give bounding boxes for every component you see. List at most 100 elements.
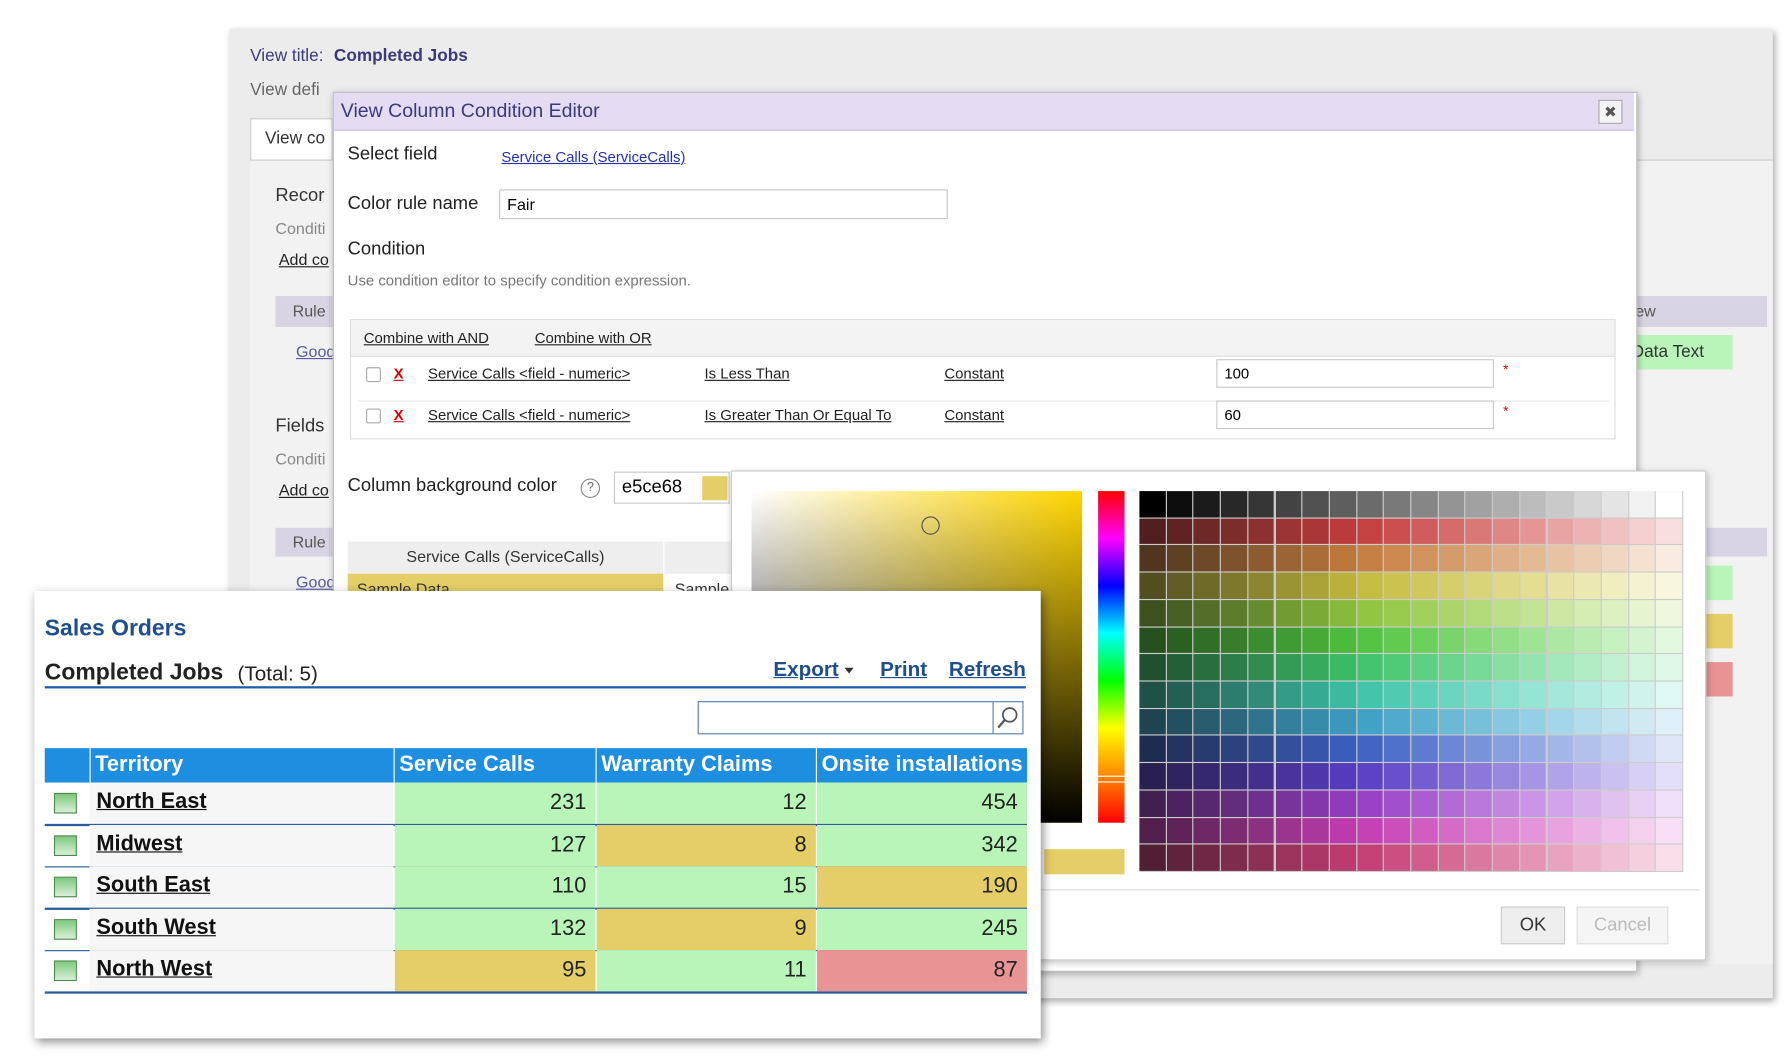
swatch[interactable] xyxy=(1547,735,1574,763)
swatch[interactable] xyxy=(1520,681,1547,708)
swatch[interactable] xyxy=(1384,599,1411,626)
swatch[interactable] xyxy=(1574,708,1601,735)
swatch[interactable] xyxy=(1302,817,1329,844)
swatch[interactable] xyxy=(1574,518,1601,545)
swatch[interactable] xyxy=(1275,735,1302,763)
swatch[interactable] xyxy=(1547,599,1574,626)
swatch[interactable] xyxy=(1302,681,1329,708)
swatch[interactable] xyxy=(1656,681,1683,708)
swatch[interactable] xyxy=(1438,599,1465,626)
swatch[interactable] xyxy=(1166,763,1193,790)
swatch[interactable] xyxy=(1656,817,1683,844)
swatch[interactable] xyxy=(1628,790,1655,817)
swatch[interactable] xyxy=(1520,735,1547,763)
swatch[interactable] xyxy=(1492,572,1519,599)
swatch[interactable] xyxy=(1547,491,1574,518)
swatch[interactable] xyxy=(1193,763,1220,790)
swatch[interactable] xyxy=(1656,763,1683,790)
swatch[interactable] xyxy=(1193,572,1220,599)
search-button[interactable] xyxy=(993,701,1024,735)
swatch[interactable] xyxy=(1628,545,1655,572)
swatch[interactable] xyxy=(1275,817,1302,844)
swatch[interactable] xyxy=(1302,708,1329,735)
swatch[interactable] xyxy=(1193,681,1220,708)
swatch[interactable] xyxy=(1275,572,1302,599)
swatch[interactable] xyxy=(1220,681,1248,708)
swatch[interactable] xyxy=(1656,518,1683,545)
swatch[interactable] xyxy=(1547,572,1574,599)
swatch[interactable] xyxy=(1547,518,1574,545)
swatch[interactable] xyxy=(1220,763,1248,790)
swatch[interactable] xyxy=(1465,763,1492,790)
swatch[interactable] xyxy=(1193,790,1220,817)
swatch[interactable] xyxy=(1139,491,1166,518)
swatch[interactable] xyxy=(1601,599,1628,626)
swatch[interactable] xyxy=(1465,817,1492,844)
swatch[interactable] xyxy=(1601,735,1628,763)
swatch[interactable] xyxy=(1329,599,1356,626)
swatch[interactable] xyxy=(1356,681,1383,708)
swatch[interactable] xyxy=(1411,708,1438,735)
swatch[interactable] xyxy=(1329,654,1356,681)
swatch[interactable] xyxy=(1302,518,1329,545)
swatch[interactable] xyxy=(1193,817,1220,844)
swatch[interactable] xyxy=(1574,491,1601,518)
swatch[interactable] xyxy=(1139,572,1166,599)
swatch[interactable] xyxy=(1520,491,1547,518)
value-input[interactable]: 100 xyxy=(1216,359,1494,388)
swatch[interactable] xyxy=(1356,844,1383,871)
swatch[interactable] xyxy=(1220,790,1248,817)
swatch[interactable] xyxy=(1220,654,1248,681)
swatch[interactable] xyxy=(1574,790,1601,817)
swatch[interactable] xyxy=(1275,599,1302,626)
swatch[interactable] xyxy=(1492,545,1519,572)
swatch[interactable] xyxy=(1438,708,1465,735)
swatch[interactable] xyxy=(1220,545,1248,572)
swatch[interactable] xyxy=(1601,572,1628,599)
swatch[interactable] xyxy=(1574,844,1601,871)
swatch[interactable] xyxy=(1574,681,1601,708)
swatch[interactable] xyxy=(1601,790,1628,817)
swatch[interactable] xyxy=(1438,627,1465,654)
swatch[interactable] xyxy=(1166,844,1193,871)
swatch[interactable] xyxy=(1656,654,1683,681)
swatch[interactable] xyxy=(1520,599,1547,626)
swatch[interactable] xyxy=(1628,763,1655,790)
swatch[interactable] xyxy=(1166,735,1193,763)
swatch[interactable] xyxy=(1384,817,1411,844)
swatch[interactable] xyxy=(1411,572,1438,599)
swatch[interactable] xyxy=(1656,599,1683,626)
swatch[interactable] xyxy=(1520,518,1547,545)
swatch[interactable] xyxy=(1601,763,1628,790)
operand-type-link[interactable]: Constant xyxy=(944,406,1005,424)
swatch[interactable] xyxy=(1438,491,1465,518)
swatch[interactable] xyxy=(1438,844,1465,871)
swatch[interactable] xyxy=(1628,817,1655,844)
swatch[interactable] xyxy=(1574,817,1601,844)
swatch[interactable] xyxy=(1220,491,1248,518)
swatch[interactable] xyxy=(1465,654,1492,681)
swatch[interactable] xyxy=(1492,735,1519,763)
add-link[interactable]: Add co xyxy=(278,480,329,500)
swatch[interactable] xyxy=(1356,572,1383,599)
swatch[interactable] xyxy=(1275,790,1302,817)
swatch[interactable] xyxy=(1628,491,1655,518)
swatch[interactable] xyxy=(1193,599,1220,626)
swatch[interactable] xyxy=(1248,518,1275,545)
swatch[interactable] xyxy=(1139,681,1166,708)
swatch[interactable] xyxy=(1329,735,1356,763)
swatch[interactable] xyxy=(1492,790,1519,817)
swatch[interactable] xyxy=(1193,627,1220,654)
operand-type-link[interactable]: Constant xyxy=(944,364,1005,383)
swatch[interactable] xyxy=(1656,790,1683,817)
swatch[interactable] xyxy=(1492,763,1519,790)
swatch[interactable] xyxy=(1193,654,1220,681)
swatch[interactable] xyxy=(1275,763,1302,790)
swatch[interactable] xyxy=(1465,545,1492,572)
swatch[interactable] xyxy=(1384,763,1411,790)
swatch[interactable] xyxy=(1166,817,1193,844)
swatch[interactable] xyxy=(1574,763,1601,790)
swatch[interactable] xyxy=(1520,817,1547,844)
swatch[interactable] xyxy=(1220,599,1248,626)
swatch[interactable] xyxy=(1438,654,1465,681)
